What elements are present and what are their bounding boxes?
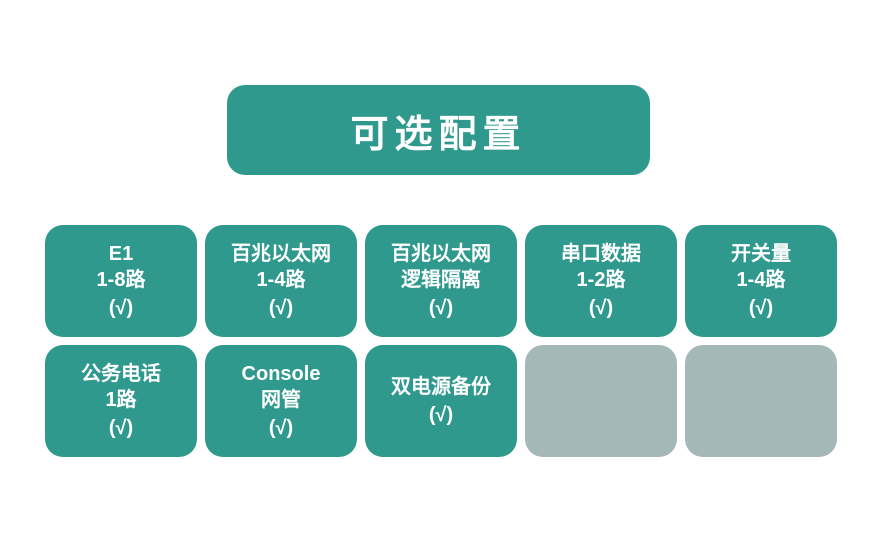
tile-line2: 1-2路 — [577, 267, 626, 293]
header-title: 可选配置 — [350, 103, 526, 158]
tile-line2: 1-4路 — [257, 267, 306, 293]
tile-line2: 1-8路 — [97, 267, 146, 293]
tile-line1: 串口数据 — [561, 241, 641, 267]
tile-line1: 百兆以太网 — [391, 241, 491, 267]
check-icon: (√) — [429, 402, 453, 428]
tile-line1: E1 — [109, 241, 133, 267]
option-tile: 公务电话 1路 (√) — [45, 345, 197, 457]
tile-line2: 网管 — [261, 387, 301, 413]
check-icon: (√) — [269, 415, 293, 441]
tile-line1: 开关量 — [731, 241, 791, 267]
tile-line2: 逻辑隔离 — [401, 267, 481, 293]
tile-line1: 百兆以太网 — [231, 241, 331, 267]
option-tile: 开关量 1-4路 (√) — [685, 225, 837, 337]
option-tile: 百兆以太网 逻辑隔离 (√) — [365, 225, 517, 337]
check-icon: (√) — [589, 295, 613, 321]
options-grid: E1 1-8路 (√) 百兆以太网 1-4路 (√) 百兆以太网 逻辑隔离 (√… — [45, 225, 835, 457]
header-pill: 可选配置 — [227, 85, 650, 175]
option-tile: 百兆以太网 1-4路 (√) — [205, 225, 357, 337]
tile-line1: Console — [242, 361, 321, 387]
option-tile: 双电源备份 (√) — [365, 345, 517, 457]
check-icon: (√) — [269, 295, 293, 321]
check-icon: (√) — [429, 295, 453, 321]
option-tile: E1 1-8路 (√) — [45, 225, 197, 337]
check-icon: (√) — [109, 415, 133, 441]
tile-line2: 1-4路 — [737, 267, 786, 293]
tile-line1: 公务电话 — [81, 361, 161, 387]
option-tile: 串口数据 1-2路 (√) — [525, 225, 677, 337]
option-tile-empty — [525, 345, 677, 457]
option-tile-empty — [685, 345, 837, 457]
tile-line1: 双电源备份 — [391, 374, 491, 400]
option-tile: Console 网管 (√) — [205, 345, 357, 457]
tile-line2: 1路 — [105, 387, 136, 413]
check-icon: (√) — [109, 295, 133, 321]
check-icon: (√) — [749, 295, 773, 321]
